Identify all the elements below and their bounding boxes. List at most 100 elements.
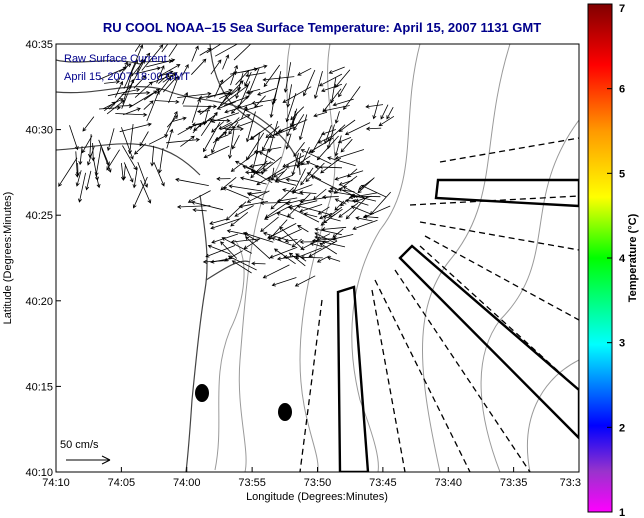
current-vector [290,106,305,121]
current-vector [288,252,306,267]
current-vector [322,105,350,113]
current-vector [191,98,201,124]
current-vector [182,64,189,76]
current-vector [269,100,275,119]
current-vector [257,88,277,96]
current-vector [191,45,199,62]
current-vector [286,84,292,108]
current-vector [226,229,245,235]
current-vector [219,92,233,100]
current-vector [94,146,102,177]
current-vector [334,69,351,89]
current-vector [182,91,189,105]
current-vector [308,137,334,153]
current-vector [95,175,101,189]
current-vector [351,194,381,199]
current-vector [297,225,309,233]
current-vector [231,135,240,150]
current-vector [104,79,121,84]
current-vector [101,148,112,173]
current-vector [128,124,134,155]
bathymetry-contours [214,44,579,472]
current-vector [274,126,297,136]
current-vector [285,92,297,123]
current-vector [378,115,395,127]
current-vector [69,125,79,151]
current-vector [133,75,147,89]
colorbar-label: Temperature (°C) [627,213,639,302]
current-vector [140,180,152,204]
current-vector [347,168,358,178]
current-vector [132,176,148,209]
current-vector [300,167,314,186]
current-vector [333,175,358,194]
current-vector [203,145,230,159]
current-vector [216,176,231,181]
scale-label: 50 cm/s [60,439,99,451]
current-vector [81,135,93,154]
current-vector [150,145,155,167]
current-vector [154,99,180,104]
current-vector [369,191,391,216]
current-vector [285,133,292,150]
current-vector [210,218,240,230]
y-tick-label: 40:15 [25,381,53,393]
current-vector [282,86,312,103]
current-vector [263,64,281,88]
current-vector [245,111,256,143]
current-vector [133,143,147,155]
current-vector [222,54,230,70]
chart-title: RU COOL NOAA–15 Sea Surface Temperature:… [103,20,541,35]
current-vector [180,135,195,147]
current-vector [251,261,266,266]
current-vector [251,99,276,105]
current-vector [233,44,252,61]
colorbar-tick-label: 3 [619,338,625,350]
current-vector [254,95,266,108]
current-vector [190,200,224,211]
footprint-polygons [336,178,579,472]
current-vector [338,83,347,98]
current-vector [191,58,207,75]
current-vector [321,195,339,200]
current-vector [242,165,261,174]
current-vector [210,112,240,123]
current-vector [260,216,279,233]
current-vector [267,120,279,154]
current-vector [114,80,124,98]
current-vector [187,190,211,203]
current-vector [177,126,194,136]
x-tick-label: 73:40 [434,477,462,489]
current-vector [119,63,132,73]
current-vector [287,200,318,209]
current-vector [266,177,297,186]
current-vector [198,92,227,100]
current-vector [220,176,237,191]
current-vector [171,116,187,123]
current-vector [228,121,239,135]
current-vector [225,201,247,221]
current-vector [214,79,224,98]
current-vector [218,121,232,130]
current-vector [225,126,244,132]
current-vector [157,70,174,78]
current-vector [231,90,254,114]
current-vector [205,245,236,258]
current-vector [260,149,269,176]
y-tick-label: 40:20 [25,296,53,308]
current-vector [334,149,365,160]
current-vector [230,211,249,227]
current-vector [193,113,218,131]
current-vector [350,205,372,215]
current-vector [134,44,141,52]
current-vector [82,116,95,132]
current-vector [363,214,379,219]
current-vector [270,167,275,182]
current-vector [244,170,264,175]
current-vector [291,152,299,176]
x-axis: 74:10 74:05 74:00 73:55 73:50 73:45 73:40 73:35… [42,467,581,489]
x-tick-label: 74:05 [108,477,136,489]
current-vector [115,112,148,117]
current-vector [274,174,293,183]
colorbar-tick-label: 4 [619,253,626,265]
